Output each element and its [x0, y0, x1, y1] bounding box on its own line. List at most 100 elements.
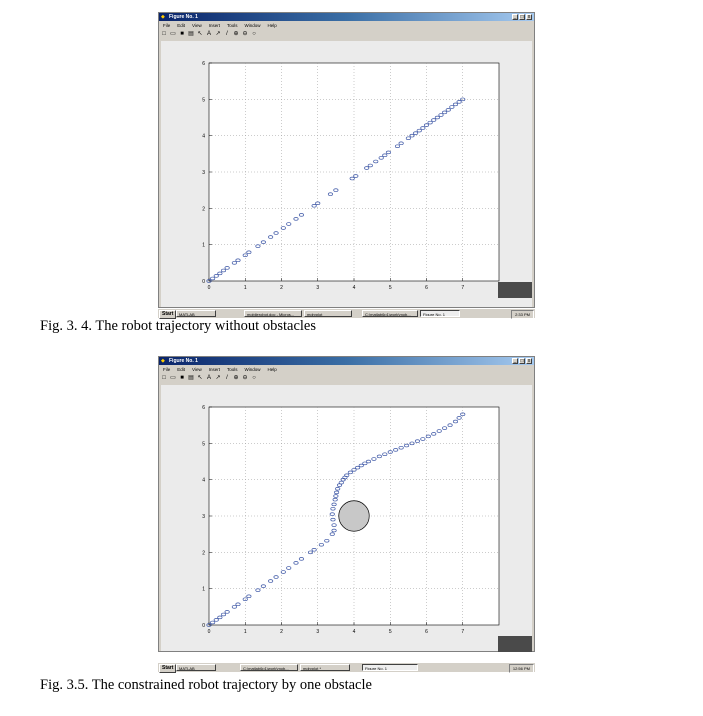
trajectory-point [213, 618, 219, 622]
trajectory-point [371, 457, 377, 461]
trajectory-point [286, 566, 292, 570]
trajectory-point [427, 120, 433, 125]
taskbar-item-mdrvplot[interactable]: mdrvplot [304, 310, 352, 317]
taskbar-item-figure[interactable]: Figure No. 1 [420, 310, 460, 317]
x-tick-label: 1 [244, 285, 247, 291]
trajectory-point [246, 594, 252, 599]
open-folder-icon[interactable]: ▭ [170, 375, 176, 381]
matlab-figure-icon: ◆ [161, 14, 165, 20]
open-folder-icon[interactable]: ▭ [170, 31, 176, 37]
arrow-icon[interactable]: ↖ [197, 375, 203, 381]
trajectory-point [210, 620, 216, 625]
plot-area: 0 1 2 3 4 5 6 7 0 1 2 3 4 5 6 [161, 41, 532, 307]
taskbar-item-figure[interactable]: Figure No. 1 [362, 664, 418, 671]
menu-tools[interactable]: Tools [226, 367, 238, 372]
trajectory-point [311, 204, 317, 208]
menu-help[interactable]: Help [267, 367, 277, 372]
text-icon[interactable]: A [206, 375, 211, 381]
y-tick-label: 2 [202, 550, 205, 556]
matlab-figure-icon: ◆ [161, 358, 165, 364]
x-tick-label: 7 [461, 285, 464, 291]
rotate-icon[interactable]: ○ [252, 31, 256, 37]
zoom-out-icon[interactable]: ⊖ [242, 31, 248, 37]
trajectory-point [376, 454, 382, 459]
text-icon[interactable]: A [206, 31, 211, 37]
obstacle [338, 500, 370, 532]
save-icon[interactable]: ■ [180, 375, 184, 381]
trajectory-point [286, 222, 292, 226]
trajectory-point [255, 588, 261, 592]
trajectory-point [449, 105, 455, 109]
menu-view[interactable]: View [192, 23, 202, 28]
trajectory-point [338, 480, 344, 485]
trajectory-point [347, 470, 353, 475]
menu-window[interactable]: Window [244, 23, 261, 28]
arrow-icon[interactable]: ↖ [197, 31, 203, 37]
menu-edit[interactable]: Edit [177, 23, 186, 28]
trajectory-point [331, 528, 337, 533]
taskbar-item-folder[interactable]: C:\matlab6p1\work\mob... [362, 310, 418, 317]
menu-window[interactable]: Window [244, 367, 261, 372]
trajectory-point [293, 561, 299, 565]
line-icon[interactable]: / [226, 375, 228, 381]
trajectory-point [355, 465, 361, 470]
menu-file[interactable]: File [163, 23, 171, 28]
menu-edit[interactable]: Edit [177, 367, 186, 372]
menu-file[interactable]: File [163, 367, 171, 372]
menu-tools[interactable]: Tools [226, 23, 238, 28]
new-file-icon[interactable]: □ [162, 31, 166, 37]
trajectory-point [330, 506, 336, 511]
start-button[interactable]: Start [159, 664, 177, 673]
line-icon[interactable]: / [226, 31, 228, 37]
trajectory-point [398, 141, 404, 146]
taskbar-item-word[interactable]: mobilerobot.doc - Micros... [244, 310, 302, 317]
trajectory-point [445, 108, 451, 112]
trajectory-point [420, 437, 426, 441]
menu-insert[interactable]: Insert [208, 367, 220, 372]
new-file-icon[interactable]: □ [162, 375, 166, 381]
taskbar-item-folder[interactable]: C:\matlab6p1\work\mob... [240, 664, 298, 671]
menu-insert[interactable]: Insert [208, 23, 220, 28]
trajectory-point [414, 439, 420, 443]
minimize-button[interactable]: _ [512, 358, 518, 364]
start-button[interactable]: Start [159, 310, 177, 319]
menu-view[interactable]: View [192, 367, 202, 372]
trajectory-point [260, 584, 266, 588]
zoom-out-icon[interactable]: ⊖ [242, 375, 248, 381]
trajectory-point [364, 166, 370, 170]
arrow-line-icon[interactable]: ↗ [215, 375, 221, 381]
close-button[interactable]: x [526, 358, 532, 364]
maximize-button[interactable]: □ [519, 14, 525, 20]
trajectory-point [231, 605, 237, 609]
minimize-button[interactable]: _ [512, 14, 518, 20]
taskbar-item-matlab[interactable]: MATLAB [176, 310, 216, 317]
window-title: Figure No. 1 [169, 358, 198, 364]
menu-help[interactable]: Help [267, 23, 277, 28]
title-bar[interactable]: ◆ Figure No. 1 _ □ x [159, 13, 534, 21]
maximize-button[interactable]: □ [519, 358, 525, 364]
rotate-icon[interactable]: ○ [252, 375, 256, 381]
trajectory-point [268, 579, 274, 583]
arrow-line-icon[interactable]: ↗ [215, 31, 221, 37]
y-tick-label: 5 [202, 441, 205, 447]
zoom-in-icon[interactable]: ⊕ [233, 375, 239, 381]
print-icon[interactable]: ▤ [188, 375, 194, 381]
x-tick-label: 2 [280, 285, 283, 291]
trajectory-point [460, 412, 466, 417]
window-title: Figure No. 1 [169, 14, 198, 20]
trajectory-point [280, 570, 286, 574]
trajectory-point [456, 416, 462, 420]
trajectory-point [365, 459, 372, 464]
trajectory-point [387, 450, 393, 454]
trajectory-point [242, 253, 248, 257]
close-button[interactable]: x [526, 14, 532, 20]
save-icon[interactable]: ■ [180, 31, 184, 37]
print-icon[interactable]: ▤ [188, 31, 194, 37]
taskbar-item-mdrvplot[interactable]: mdrvplot * [300, 664, 350, 671]
y-tick-label: 0 [202, 623, 205, 629]
taskbar-item-matlab[interactable]: MATLAB [176, 664, 216, 671]
trajectory-point [413, 131, 419, 135]
zoom-in-icon[interactable]: ⊕ [233, 31, 239, 37]
trajectory-point [331, 502, 337, 507]
title-bar[interactable]: ◆ Figure No. 1 _ □ x [159, 357, 534, 365]
